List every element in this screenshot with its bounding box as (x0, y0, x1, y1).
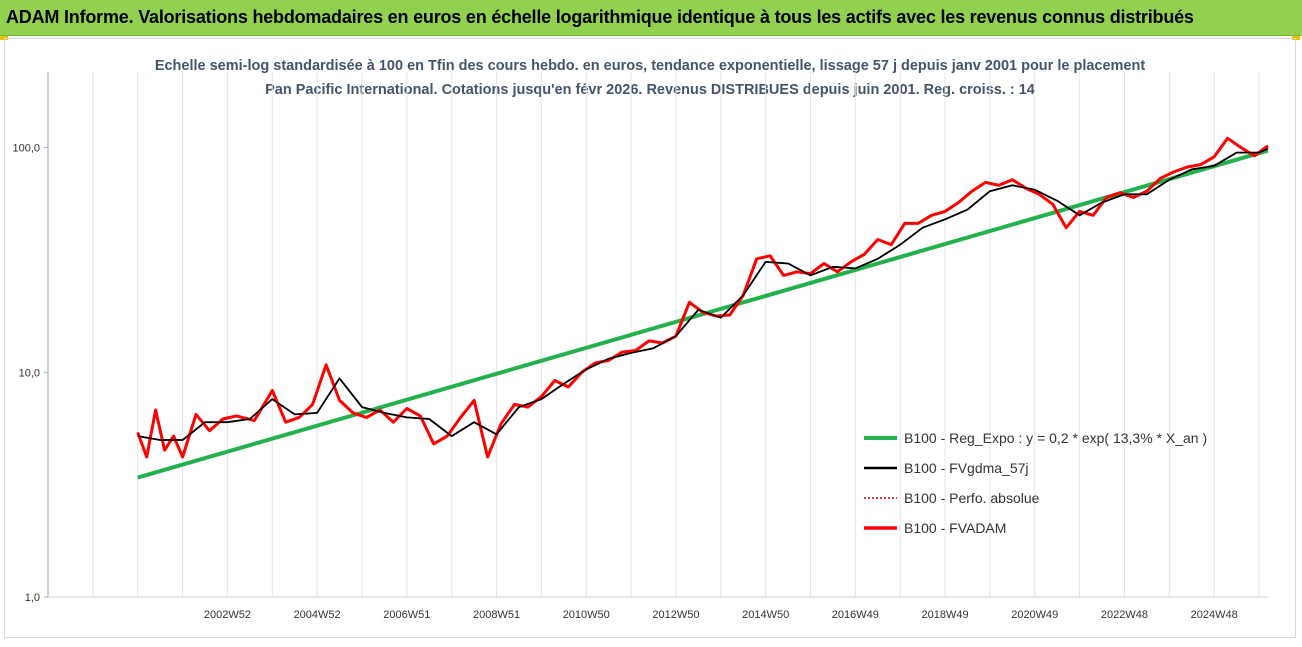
x-tick-label: 2016W49 (832, 609, 879, 621)
legend-label: B100 - FVADAM (904, 520, 1006, 536)
corner-marker-right (1292, 36, 1300, 40)
legend: B100 - Reg_Expo : y = 0,2 * exp( 13,3% *… (864, 430, 1207, 536)
legend-label: B100 - Reg_Expo : y = 0,2 * exp( 13,3% *… (904, 430, 1207, 446)
x-tick-label: 2010W50 (563, 609, 610, 621)
series-line-3 (136, 136, 1269, 459)
x-tick-label: 2012W50 (652, 609, 699, 621)
legend-label: B100 - FVgdma_57j (904, 460, 1029, 476)
chart-title: Echelle semi-log standardisée à 100 en T… (154, 58, 1146, 98)
x-tick-label: 2022W48 (1101, 609, 1148, 621)
banner-title: ADAM Informe. Valorisations hebdomadaire… (6, 7, 1194, 27)
x-tick-label: 2002W52 (204, 609, 251, 621)
y-tick-label: 10,0 (19, 367, 40, 379)
chart-frame (4, 38, 1296, 638)
series-layer (136, 136, 1269, 480)
series-line-0 (137, 148, 1269, 480)
x-tick-label: 2024W48 (1191, 609, 1238, 621)
series-line-smoothed (137, 147, 1269, 441)
x-tick-label: 2018W49 (922, 609, 969, 621)
series-line-1 (137, 147, 1269, 441)
y-tick-label: 1,0 (25, 592, 40, 604)
x-tick-label: 2004W52 (294, 609, 341, 621)
grid-layer (47, 72, 1260, 597)
x-tick-label: 2014W50 (742, 609, 789, 621)
legend-label: B100 - Perfo. absolue (904, 490, 1040, 506)
axes-layer: 1,0 10,0 100,0 2002W52 2004W52 2006W51 2008W51… (12, 72, 1268, 621)
title-banner: ADAM Informe. Valorisations hebdomadaire… (0, 0, 1302, 36)
x-tick-label: 2008W51 (473, 609, 520, 621)
x-tick-label: 2020W49 (1011, 609, 1058, 621)
y-tick-label: 100,0 (12, 143, 40, 155)
x-tick-label: 2006W51 (383, 609, 430, 621)
